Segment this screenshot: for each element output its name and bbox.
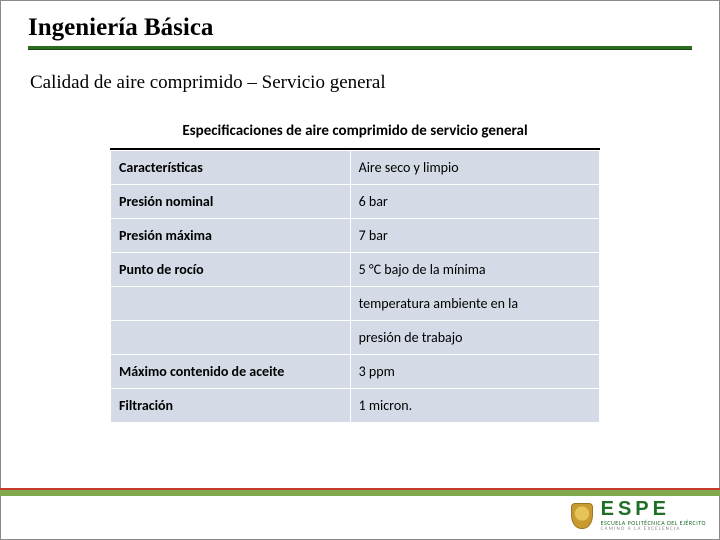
spec-table: Características Aire seco y limpio Presi… — [110, 150, 600, 423]
subtitle-area: Calidad de aire comprimido – Servicio ge… — [0, 56, 720, 94]
table-caption: Especificaciones de aire comprimido de s… — [110, 116, 600, 150]
crest-icon — [571, 503, 593, 529]
table-row: Presión nominal 6 bar — [111, 185, 600, 219]
cell-label: Características — [111, 151, 351, 185]
table-row: temperatura ambiente en la — [111, 287, 600, 321]
cell-label — [111, 321, 351, 355]
page-subtitle: Calidad de aire comprimido – Servicio ge… — [30, 72, 690, 94]
table-row: Filtración 1 micron. — [111, 389, 600, 423]
cell-label: Punto de rocío — [111, 253, 351, 287]
table-row: Máximo contenido de aceite 3 ppm — [111, 355, 600, 389]
cell-label: Presión máxima — [111, 219, 351, 253]
cell-value: 3 ppm — [350, 355, 599, 389]
brand-name: ESPE — [601, 499, 706, 519]
cell-label: Máximo contenido de aceite — [111, 355, 351, 389]
table-row: presión de trabajo — [111, 321, 600, 355]
cell-label: Filtración — [111, 389, 351, 423]
cell-value: 5 °C bajo de la mínima — [350, 253, 599, 287]
cell-value: Aire seco y limpio — [350, 151, 599, 185]
bottom-accent-bar — [0, 490, 720, 496]
cell-value: 1 micron. — [350, 389, 599, 423]
title-underline — [28, 46, 692, 50]
cell-value: temperatura ambiente en la — [350, 287, 599, 321]
cell-value: 6 bar — [350, 185, 599, 219]
table-row: Presión máxima 7 bar — [111, 219, 600, 253]
slide: Ingeniería Básica Calidad de aire compri… — [0, 0, 720, 540]
title-area: Ingeniería Básica — [0, 0, 720, 56]
cell-value: presión de trabajo — [350, 321, 599, 355]
brand-text: ESPE ESCUELA POLITÉCNICA DEL EJÉRCITO CA… — [601, 499, 706, 532]
table-row: Características Aire seco y limpio — [111, 151, 600, 185]
cell-label: Presión nominal — [111, 185, 351, 219]
table-row: Punto de rocío 5 °C bajo de la mínima — [111, 253, 600, 287]
cell-label — [111, 287, 351, 321]
spec-table-wrap: Especificaciones de aire comprimido de s… — [110, 116, 600, 423]
page-title: Ingeniería Básica — [28, 14, 692, 42]
brand-subtitle-2: CAMINO A LA EXCELENCIA — [601, 527, 706, 532]
footer-branding: ESPE ESCUELA POLITÉCNICA DEL EJÉRCITO CA… — [571, 499, 706, 532]
cell-value: 7 bar — [350, 219, 599, 253]
